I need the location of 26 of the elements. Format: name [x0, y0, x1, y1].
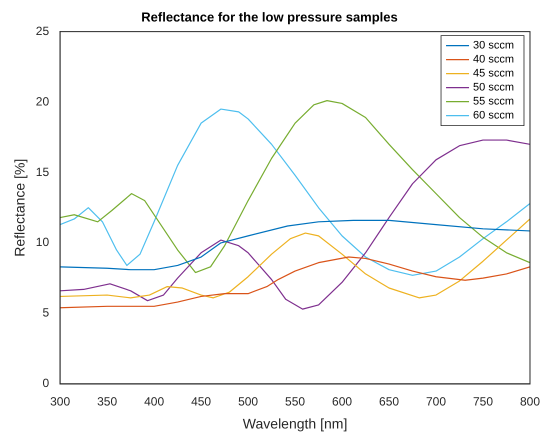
y-tick-label: 10 — [36, 235, 50, 250]
legend-label: 60 sccm — [473, 110, 514, 122]
y-axis-title: Reflectance [%] — [11, 158, 28, 257]
x-tick-label: 650 — [379, 394, 400, 408]
x-tick-label: 700 — [426, 394, 446, 408]
chart-title: Reflectance for the low pressure samples — [141, 9, 398, 24]
x-tick-label: 500 — [238, 394, 258, 408]
x-tick-label: 300 — [50, 394, 70, 408]
x-tick-label: 600 — [332, 394, 352, 408]
x-axis-title: Wavelength [nm] — [242, 415, 348, 432]
x-tick-label: 800 — [520, 394, 540, 408]
x-tick-label: 750 — [472, 394, 494, 408]
legend-label: 50 sccm — [473, 82, 514, 94]
x-tick-label: 400 — [144, 394, 164, 408]
y-tick-label: 15 — [36, 164, 50, 179]
legend-label: 55 sccm — [473, 96, 514, 108]
legend-label: 40 sccm — [473, 54, 514, 66]
legend-label: 45 sccm — [473, 68, 514, 80]
x-tick-label: 350 — [97, 394, 118, 408]
y-tick-label: 25 — [36, 24, 50, 38]
y-tick-label: 5 — [42, 306, 50, 320]
y-tick-label: 20 — [36, 94, 50, 108]
x-tick-label: 550 — [285, 394, 306, 408]
legend-label: 30 sccm — [473, 40, 514, 52]
y-tick-label: 0 — [42, 376, 50, 390]
x-tick-label: 450 — [191, 394, 212, 408]
